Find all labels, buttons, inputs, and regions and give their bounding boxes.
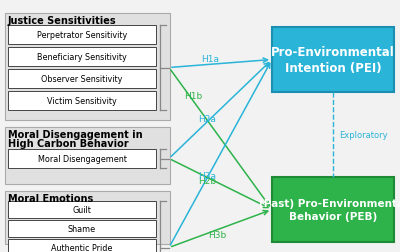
Text: H3a: H3a xyxy=(198,172,216,180)
Text: Victim Sensitivity: Victim Sensitivity xyxy=(47,97,117,106)
Text: H2b: H2b xyxy=(198,176,216,185)
Bar xyxy=(272,177,394,242)
Bar xyxy=(8,201,156,218)
Bar xyxy=(272,28,394,93)
Text: Justice Sensitivities: Justice Sensitivities xyxy=(8,16,117,26)
Bar xyxy=(8,26,156,45)
Text: Exploratory: Exploratory xyxy=(339,131,388,139)
Text: (Past) Pro-Environmental
Behavior (PEB): (Past) Pro-Environmental Behavior (PEB) xyxy=(259,199,400,221)
Bar xyxy=(5,128,170,184)
Text: Guilt: Guilt xyxy=(72,205,92,214)
Text: Observer Sensitivity: Observer Sensitivity xyxy=(41,75,123,84)
Bar xyxy=(5,191,170,244)
Bar xyxy=(8,239,156,252)
Bar xyxy=(8,220,156,237)
Bar xyxy=(5,14,170,120)
Bar xyxy=(8,149,156,168)
Bar xyxy=(8,70,156,89)
Text: High Carbon Behavior: High Carbon Behavior xyxy=(8,138,129,148)
Text: H1b: H1b xyxy=(184,92,203,101)
Text: H3b: H3b xyxy=(208,230,226,239)
Text: Pro-Environmental
Intention (PEI): Pro-Environmental Intention (PEI) xyxy=(271,46,395,75)
Text: Moral Emotions: Moral Emotions xyxy=(8,193,93,203)
Text: Authentic Pride: Authentic Pride xyxy=(51,243,113,252)
Text: H1a: H1a xyxy=(201,55,219,64)
Text: Perpetrator Sensitivity: Perpetrator Sensitivity xyxy=(37,31,127,40)
Bar xyxy=(8,92,156,111)
Text: Moral Disengagement: Moral Disengagement xyxy=(38,154,126,163)
Text: H2a: H2a xyxy=(198,115,216,124)
Text: Moral Disengagement in: Moral Disengagement in xyxy=(8,130,143,139)
Text: Beneficiary Sensitivity: Beneficiary Sensitivity xyxy=(37,53,127,62)
Text: Shame: Shame xyxy=(68,224,96,233)
Bar xyxy=(8,48,156,67)
